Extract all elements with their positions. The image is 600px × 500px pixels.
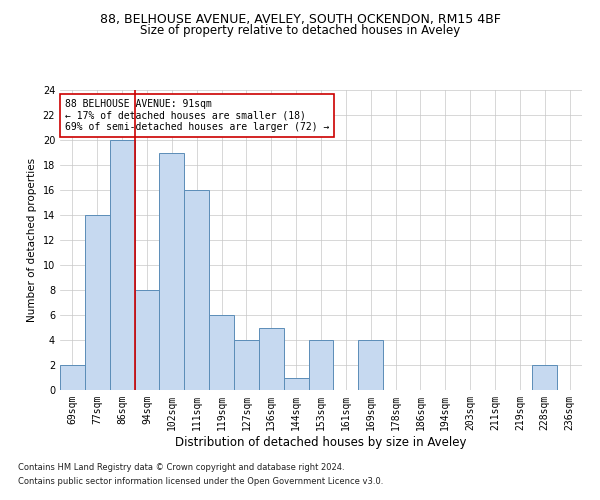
Y-axis label: Number of detached properties: Number of detached properties (27, 158, 37, 322)
Text: 88 BELHOUSE AVENUE: 91sqm
← 17% of detached houses are smaller (18)
69% of semi-: 88 BELHOUSE AVENUE: 91sqm ← 17% of detac… (65, 99, 329, 132)
Bar (134, 290, 160, 390)
Bar (308, 340, 334, 390)
Text: 88, BELHOUSE AVENUE, AVELEY, SOUTH OCKENDON, RM15 4BF: 88, BELHOUSE AVENUE, AVELEY, SOUTH OCKEN… (100, 12, 500, 26)
Bar (358, 340, 383, 390)
Bar (110, 140, 134, 390)
Bar (532, 365, 557, 390)
Text: Contains public sector information licensed under the Open Government Licence v3: Contains public sector information licen… (18, 477, 383, 486)
Text: Size of property relative to detached houses in Aveley: Size of property relative to detached ho… (140, 24, 460, 37)
Text: Contains HM Land Registry data © Crown copyright and database right 2024.: Contains HM Land Registry data © Crown c… (18, 464, 344, 472)
Bar (284, 378, 308, 390)
Bar (234, 340, 259, 390)
Bar (160, 152, 184, 390)
Bar (259, 328, 284, 390)
Bar (184, 190, 209, 390)
Bar (60, 365, 85, 390)
Bar (209, 315, 234, 390)
Bar (85, 215, 110, 390)
X-axis label: Distribution of detached houses by size in Aveley: Distribution of detached houses by size … (175, 436, 467, 448)
